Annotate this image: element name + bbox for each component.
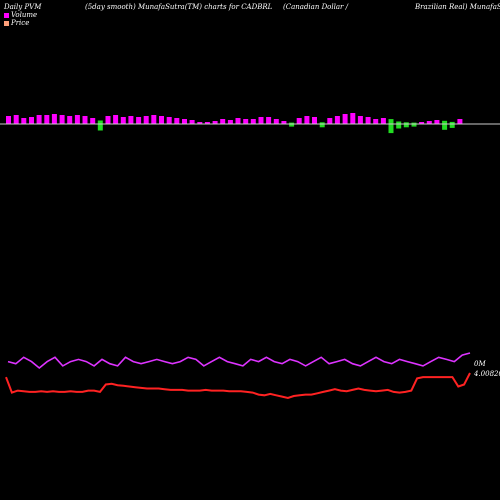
header-title: (5day smooth) MunafaSutra(TM) charts for… bbox=[85, 3, 273, 11]
volume-bar bbox=[243, 119, 249, 124]
volume-bar bbox=[6, 116, 11, 124]
legend-volume-swatch bbox=[4, 12, 9, 18]
legend-volume: Volume bbox=[4, 11, 37, 19]
volume-bar bbox=[250, 119, 256, 124]
volume-bar bbox=[136, 117, 142, 124]
volume-bar bbox=[296, 118, 302, 124]
volume-bar bbox=[143, 116, 149, 124]
volume-bar bbox=[419, 122, 425, 124]
volume-bar bbox=[281, 121, 287, 124]
header-left: Daily PVM bbox=[4, 3, 42, 11]
price-line bbox=[5, 372, 471, 400]
price-end-label: 4.00820 bbox=[473, 370, 500, 378]
volume-bar bbox=[312, 117, 317, 124]
volume-bar bbox=[97, 120, 103, 131]
volume-bar bbox=[442, 120, 448, 130]
volume-bar bbox=[373, 119, 379, 124]
volume-bar bbox=[327, 118, 333, 124]
volume-bar bbox=[204, 122, 210, 124]
volume-bar bbox=[227, 120, 233, 124]
volume-bar bbox=[189, 120, 195, 124]
volume-bar bbox=[197, 122, 203, 124]
volume-bar bbox=[258, 117, 264, 124]
volume-bar bbox=[74, 115, 80, 124]
header-pair-1: (Canadian Dollar / bbox=[283, 3, 348, 11]
volume-bar bbox=[220, 119, 226, 124]
volume-bar bbox=[159, 116, 164, 124]
volume-bar bbox=[457, 119, 463, 124]
volume-bar bbox=[449, 121, 455, 128]
volume-line bbox=[7, 352, 471, 370]
legend-price-label: Price bbox=[11, 19, 30, 27]
volume-bar bbox=[289, 122, 295, 127]
header-pair-2: Brazilian Real) MunafaSutra.com bbox=[415, 3, 500, 11]
volume-bar bbox=[113, 115, 119, 124]
volume-bar bbox=[51, 114, 57, 124]
volume-bar bbox=[396, 121, 402, 129]
volume-bar bbox=[67, 116, 73, 124]
legend-price: Price bbox=[4, 19, 29, 27]
volume-bar bbox=[21, 118, 27, 124]
volume-bar bbox=[120, 117, 126, 124]
volume-bar bbox=[212, 121, 218, 124]
volume-bar bbox=[273, 119, 279, 124]
volume-bar bbox=[334, 116, 340, 124]
volume-bar bbox=[151, 115, 157, 124]
volume-bar bbox=[266, 117, 272, 124]
volume-bar bbox=[13, 115, 19, 124]
volume-bar bbox=[426, 121, 432, 124]
volume-bars bbox=[6, 113, 463, 134]
volume-bar bbox=[29, 117, 34, 124]
volume-bar bbox=[365, 117, 371, 124]
volume-bar bbox=[319, 122, 325, 128]
volume-bar bbox=[90, 118, 96, 124]
volume-bar bbox=[342, 114, 348, 124]
volume-bar bbox=[388, 119, 394, 134]
volume-bar bbox=[166, 117, 172, 124]
volume-bar bbox=[82, 116, 88, 124]
volume-bar bbox=[380, 118, 386, 124]
volume-bar bbox=[182, 119, 187, 124]
volume-bar bbox=[44, 115, 50, 124]
volume-bar bbox=[357, 116, 363, 124]
volume-bar bbox=[434, 120, 440, 124]
volume-bar bbox=[36, 115, 42, 124]
volume-bar bbox=[59, 115, 65, 124]
volume-end-label: 0M bbox=[474, 360, 486, 368]
volume-bar bbox=[105, 116, 111, 124]
volume-bar bbox=[403, 122, 409, 128]
volume-bar bbox=[128, 116, 134, 124]
legend-price-swatch bbox=[4, 20, 9, 26]
volume-bar bbox=[235, 118, 241, 124]
volume-bar bbox=[411, 122, 417, 127]
legend-volume-label: Volume bbox=[11, 11, 38, 19]
volume-bar bbox=[304, 116, 310, 124]
volume-bar bbox=[350, 113, 356, 124]
volume-bar bbox=[174, 118, 180, 124]
